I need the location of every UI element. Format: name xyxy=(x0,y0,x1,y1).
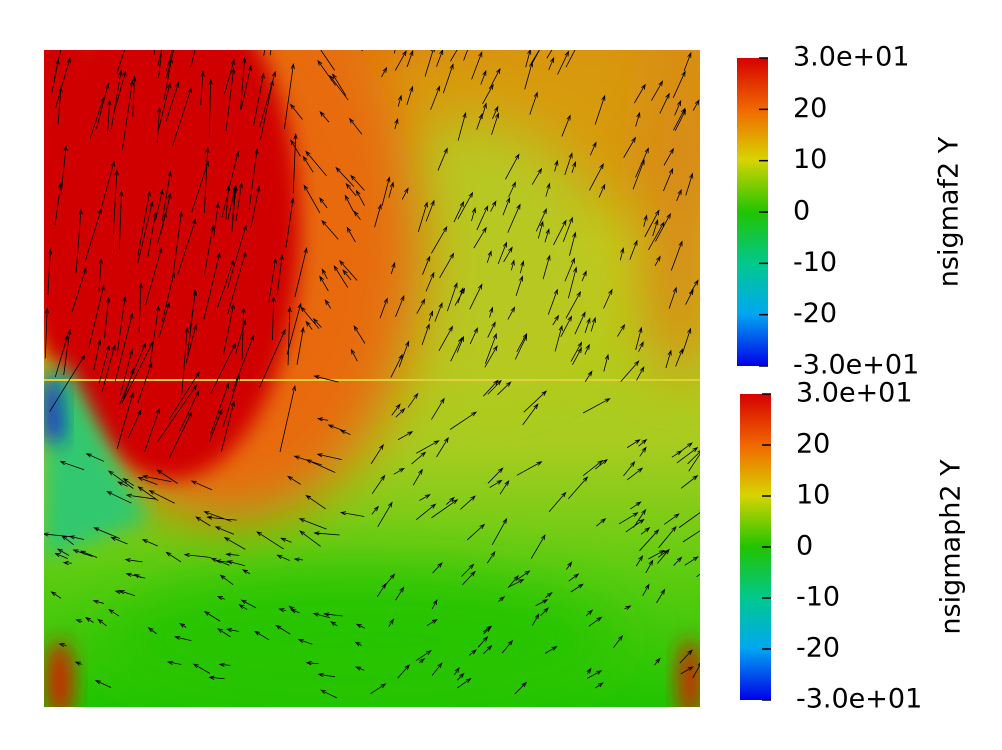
tick-label: -10 xyxy=(793,247,837,278)
arrows xyxy=(44,50,700,699)
tick-label: 3.0e+01 xyxy=(796,378,913,409)
tick-label: 0 xyxy=(796,531,813,562)
legend-title: nsigmaph2 Y xyxy=(936,459,967,635)
tick-label: -3.0e+01 xyxy=(793,350,919,381)
tick-label: -20 xyxy=(793,298,837,329)
legend-title: nsigmaf2 Y xyxy=(934,136,965,287)
tick-label: -10 xyxy=(796,582,840,613)
vector-field xyxy=(44,50,700,699)
tick-label: 20 xyxy=(793,93,827,124)
tick-label: -20 xyxy=(796,633,840,664)
tick-label: 0 xyxy=(793,196,810,227)
tick-label: 3.0e+01 xyxy=(793,42,910,73)
tick-label: 10 xyxy=(793,144,827,175)
tick-label: 10 xyxy=(796,480,830,511)
color-legends: 3.0e+01 20 10 0 -10 -20 -3.0e+01 nsigmaf2 Y 3.0e… xyxy=(737,42,967,715)
tick-label: 20 xyxy=(796,429,830,460)
tick-label: -3.0e+01 xyxy=(796,684,922,715)
field xyxy=(44,50,700,707)
